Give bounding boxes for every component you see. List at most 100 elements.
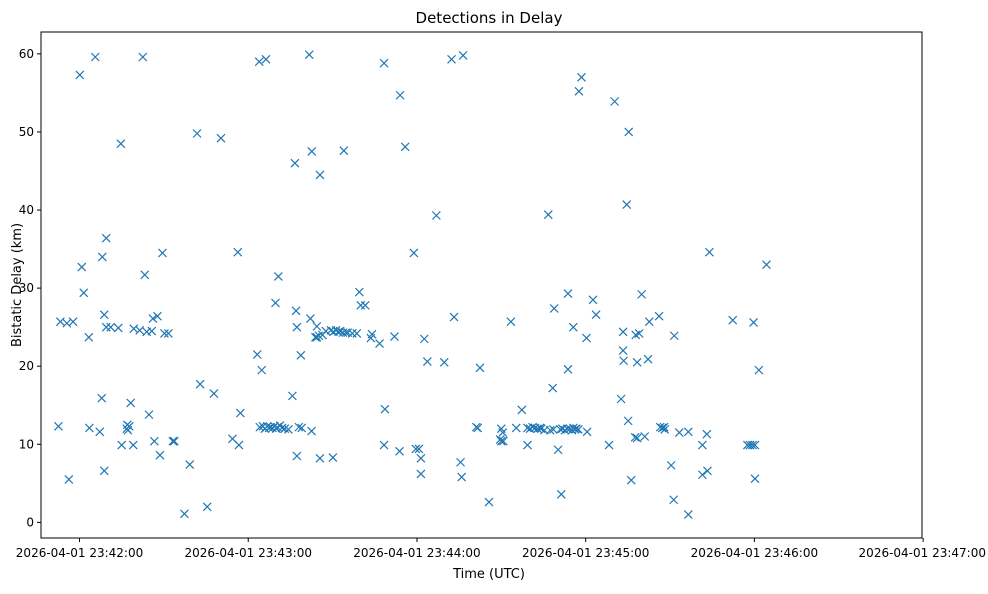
data-point [422, 357, 432, 366]
data-point [101, 233, 111, 243]
data-point [475, 363, 485, 373]
data-point [702, 429, 712, 439]
data-point [591, 310, 601, 320]
data-point [257, 365, 267, 375]
data-point [560, 425, 570, 435]
data-point [307, 147, 317, 156]
data-point [395, 446, 404, 456]
data-point [135, 325, 145, 335]
data-point [147, 326, 157, 336]
data-point [632, 357, 642, 367]
data-point [630, 432, 640, 442]
data-point [273, 271, 283, 281]
data-point [447, 54, 456, 64]
data-point [683, 427, 693, 437]
data-point [152, 311, 162, 321]
data-point [577, 72, 586, 82]
y-tick-label: 20 [19, 359, 34, 373]
data-point [116, 139, 126, 149]
data-point [750, 440, 760, 450]
data-point [634, 328, 644, 338]
data-point [414, 444, 424, 454]
data-point [660, 425, 670, 434]
data-point [84, 332, 94, 342]
data-point [97, 393, 107, 403]
data-point [571, 424, 581, 434]
data-point [297, 423, 307, 433]
data-point [202, 502, 212, 512]
data-point [659, 422, 669, 432]
data-point [294, 422, 304, 432]
y-tick-label: 0 [26, 515, 34, 529]
data-point [543, 210, 553, 220]
data-point [354, 287, 364, 297]
data-point [390, 332, 399, 341]
data-point [235, 408, 245, 418]
data-point [287, 391, 297, 401]
data-point [457, 472, 467, 482]
data-point [315, 453, 325, 463]
data-point [292, 322, 302, 332]
data-point [328, 453, 338, 462]
data-point [138, 52, 148, 62]
data-point [375, 339, 384, 348]
data-point [192, 129, 202, 138]
data-point [568, 322, 578, 332]
data-point [563, 289, 573, 299]
data-point [254, 57, 264, 67]
data-point [409, 248, 419, 258]
data-point [168, 436, 178, 446]
data-point [304, 50, 314, 60]
data-point [604, 440, 614, 450]
data-point [637, 289, 647, 299]
data-point [144, 410, 154, 420]
data-point [644, 317, 654, 327]
data-point [523, 440, 532, 450]
y-tick-label: 60 [19, 47, 34, 61]
data-point [473, 423, 483, 433]
data-point [312, 321, 322, 331]
data-point [55, 317, 65, 327]
data-points [54, 50, 771, 519]
data-point [124, 421, 134, 431]
data-point [748, 440, 757, 450]
data-point [431, 211, 441, 220]
data-point [140, 270, 150, 280]
data-point [632, 433, 642, 443]
data-point [654, 311, 664, 321]
data-point [380, 404, 390, 414]
data-point [623, 416, 633, 426]
data-point [545, 425, 555, 435]
data-point [209, 389, 219, 398]
data-point [528, 422, 537, 432]
x-axis-label: Time (UTC) [452, 567, 525, 582]
data-point [379, 440, 389, 450]
data-point [79, 288, 89, 298]
data-point [697, 440, 707, 450]
data-point [416, 469, 426, 479]
data-point [669, 331, 679, 341]
plot-frame [40, 31, 923, 539]
data-point [252, 350, 262, 359]
data-point [619, 356, 629, 366]
data-point [703, 466, 712, 476]
data-point [367, 329, 377, 339]
data-point [54, 421, 63, 431]
data-point [163, 328, 173, 338]
data-point [666, 460, 676, 470]
data-point [113, 323, 123, 333]
data-point [106, 322, 116, 332]
data-point [128, 440, 138, 450]
data-point [456, 457, 465, 467]
y-tick-label: 40 [19, 203, 34, 217]
data-point [292, 451, 302, 461]
data-point [655, 422, 665, 432]
data-point [574, 86, 584, 96]
data-point [97, 252, 107, 262]
data-point [657, 423, 667, 433]
data-point [277, 423, 287, 433]
y-tick-label: 10 [19, 437, 34, 451]
x-tick-label: 2026-04-01 23:42:00 [16, 546, 143, 560]
data-point [643, 354, 653, 364]
chart-title: Detections in Delay [416, 9, 563, 27]
